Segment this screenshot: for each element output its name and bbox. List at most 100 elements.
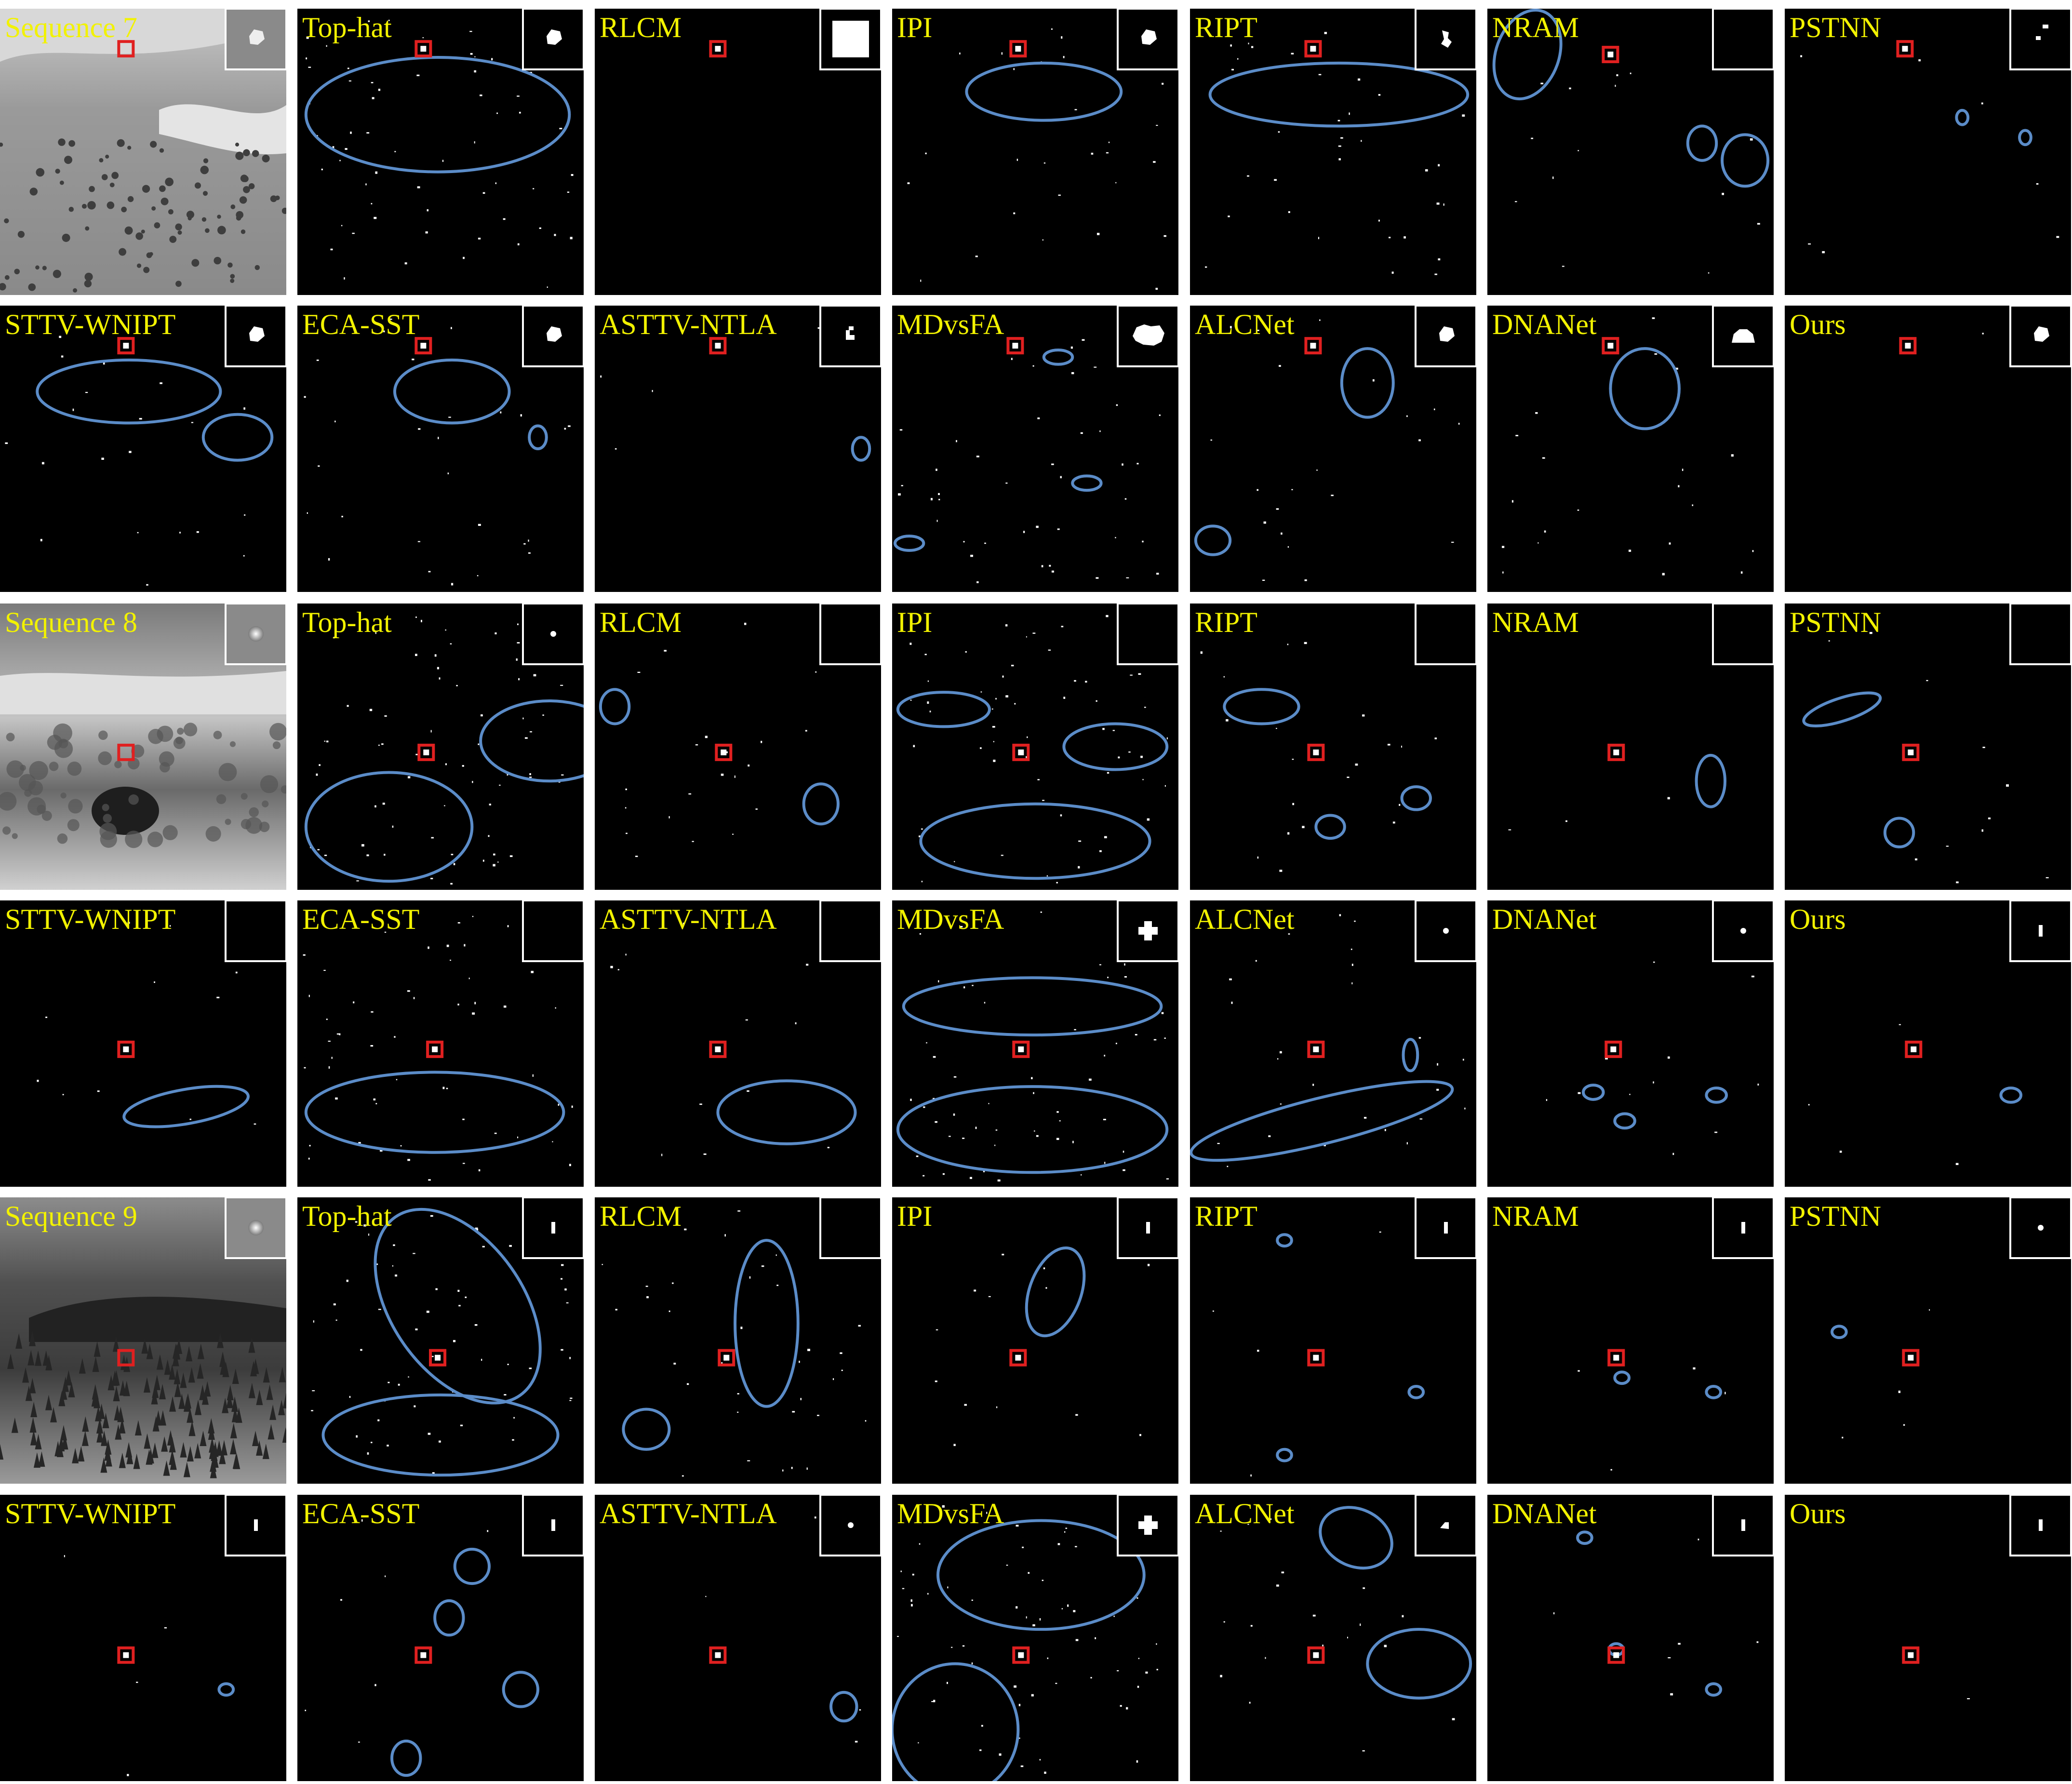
scene-tree xyxy=(53,269,61,278)
false-alarm-pixel xyxy=(488,835,490,837)
scene-tree xyxy=(60,792,67,799)
detection-result-panel: PSTNN xyxy=(1785,604,2071,890)
scene-tree xyxy=(4,275,10,280)
target-box xyxy=(1602,46,1619,64)
scene-tree xyxy=(45,1355,53,1370)
false-alarm-pixel xyxy=(415,654,417,656)
scene-tree xyxy=(35,1434,42,1449)
false-alarm-pixel xyxy=(509,1245,512,1247)
false-alarm-circle xyxy=(1581,1084,1605,1101)
zoom-inset xyxy=(1415,306,1476,367)
false-alarm-pixel xyxy=(375,1263,378,1265)
false-alarm-pixel xyxy=(1229,978,1232,980)
zoom-inset xyxy=(819,604,881,665)
false-alarm-pixel xyxy=(370,1045,374,1047)
scene-tree xyxy=(146,1449,153,1465)
false-alarm-pixel xyxy=(497,861,499,863)
detection-result-panel: ECA-SST xyxy=(297,306,584,592)
false-alarm-pixel xyxy=(1918,59,1921,62)
sequence-label: Sequence 8 xyxy=(5,606,137,638)
false-alarm-pixel xyxy=(1418,1037,1421,1039)
false-alarm-pixel xyxy=(897,1636,899,1637)
false-alarm-pixel xyxy=(1107,977,1109,979)
false-alarm-pixel xyxy=(737,1393,739,1395)
target-box xyxy=(414,1646,432,1664)
false-alarm-pixel xyxy=(814,1516,816,1519)
false-alarm-pixel xyxy=(1929,1309,1930,1311)
zoom-inset xyxy=(1117,1197,1178,1259)
false-alarm-pixel xyxy=(439,1440,441,1443)
scene-tree xyxy=(30,1401,38,1417)
target-pixel xyxy=(423,749,429,755)
detection-result-panel: PSTNN xyxy=(1785,1197,2071,1484)
false-alarm-pixel xyxy=(1081,1174,1082,1176)
false-alarm-pixel xyxy=(1156,573,1159,575)
false-alarm-pixel xyxy=(375,631,376,634)
target-pixel xyxy=(1012,343,1018,349)
target-pixel xyxy=(715,46,721,52)
false-alarm-pixel xyxy=(517,642,520,644)
zoom-inset-frame xyxy=(2009,604,2071,665)
false-alarm-pixel xyxy=(1037,779,1040,780)
false-alarm-pixel xyxy=(1437,1063,1439,1066)
target-pixel xyxy=(1610,1046,1617,1052)
false-alarm-circle xyxy=(1208,61,1470,128)
false-alarm-pixel xyxy=(385,1575,386,1577)
false-alarm-pixel xyxy=(316,773,318,776)
false-alarm-circle xyxy=(896,691,991,728)
scene-tree xyxy=(229,741,236,747)
false-alarm-pixel xyxy=(1808,1104,1810,1106)
false-alarm-pixel xyxy=(374,805,376,808)
false-alarm-pixel xyxy=(942,1505,945,1508)
false-alarm-pixel xyxy=(422,37,424,39)
target-box xyxy=(709,40,727,58)
false-alarm-pixel xyxy=(775,1254,777,1256)
inset-target xyxy=(1439,326,1455,342)
scene-tree xyxy=(272,741,281,750)
detection-result-panel: IPI xyxy=(892,1197,1178,1484)
inset-target xyxy=(1141,29,1157,45)
scene-tree xyxy=(197,1343,204,1359)
scene-tree xyxy=(230,274,235,279)
false-alarm-pixel xyxy=(383,330,385,333)
false-alarm-pixel xyxy=(360,1349,362,1351)
scene-tree xyxy=(125,1442,133,1458)
false-alarm-pixel xyxy=(927,680,929,682)
false-alarm-pixel xyxy=(1722,193,1724,195)
false-alarm-pixel xyxy=(1104,836,1107,838)
scene-tree xyxy=(216,794,227,805)
false-alarm-pixel xyxy=(416,74,420,76)
false-alarm-circle xyxy=(2018,129,2032,147)
method-label: DNANet xyxy=(1492,903,1597,935)
scene-tree xyxy=(30,1430,37,1446)
inset-target xyxy=(1741,1222,1745,1234)
false-alarm-pixel xyxy=(1675,367,1678,370)
false-alarm-pixel xyxy=(910,1099,912,1101)
false-alarm-pixel xyxy=(474,141,475,144)
scene-tree xyxy=(263,1367,270,1383)
false-alarm-pixel xyxy=(745,1019,748,1021)
false-alarm-pixel xyxy=(5,442,8,444)
false-alarm-pixel xyxy=(1137,1686,1139,1688)
false-alarm-pixel xyxy=(635,856,638,857)
false-alarm-pixel xyxy=(1419,1118,1423,1120)
scene-tree xyxy=(92,1384,99,1400)
inset-target xyxy=(2034,326,2049,342)
scene-tree xyxy=(121,206,127,213)
false-alarm-pixel xyxy=(1082,339,1085,341)
false-alarm-pixel xyxy=(384,854,386,856)
false-alarm-pixel xyxy=(475,1227,478,1230)
detection-result-panel: ASTTV-NTLA xyxy=(595,306,881,592)
target-pixel xyxy=(723,1355,730,1361)
inset-target xyxy=(846,326,855,340)
false-alarm-pixel xyxy=(1122,463,1123,466)
false-alarm-pixel xyxy=(1434,738,1437,739)
false-alarm-pixel xyxy=(962,1645,965,1647)
scene-tree xyxy=(114,761,122,768)
false-alarm-circle xyxy=(321,1393,560,1477)
target-pixel xyxy=(1313,1355,1319,1361)
false-alarm-circle xyxy=(1613,1112,1636,1130)
target-box xyxy=(1905,1040,1923,1058)
inset-target xyxy=(1441,30,1452,48)
zoom-inset xyxy=(1117,306,1178,367)
